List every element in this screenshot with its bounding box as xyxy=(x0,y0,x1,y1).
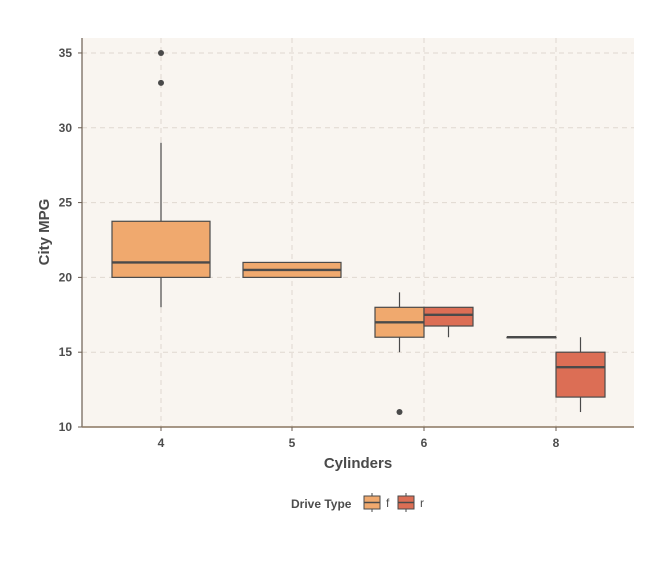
legend-title: Drive Type xyxy=(291,497,352,511)
y-tick-label-10: 10 xyxy=(59,420,73,434)
x-tick-label-5: 5 xyxy=(289,436,296,450)
box-6-f xyxy=(374,292,425,416)
x-tick-label-6: 6 xyxy=(421,436,428,450)
box-6-r xyxy=(423,306,474,338)
y-tick-label-20: 20 xyxy=(59,270,73,284)
y-tick-label-35: 35 xyxy=(59,46,73,60)
y-tick-label-25: 25 xyxy=(59,196,73,210)
outlier-point xyxy=(158,49,164,56)
legend-key-r xyxy=(397,493,415,512)
y-tick-label-30: 30 xyxy=(59,121,73,135)
legend-label-f: f xyxy=(386,496,390,510)
box-body xyxy=(423,306,474,327)
legend: Drive Type f r xyxy=(291,493,424,512)
outlier-point xyxy=(158,79,164,86)
y-tick-label-15: 15 xyxy=(59,345,73,359)
outlier-point xyxy=(396,409,403,416)
y-axis-title: City MPG xyxy=(36,199,53,266)
x-tick-label-8: 8 xyxy=(553,436,560,450)
boxes xyxy=(111,49,606,416)
box-8-f xyxy=(506,336,557,339)
axes: 10 15 20 25 30 35 4 5 6 8 xyxy=(59,38,634,450)
x-axis-title: Cylinders xyxy=(324,455,392,472)
box-4-f xyxy=(111,49,211,308)
box-body xyxy=(111,220,211,278)
box-body xyxy=(555,351,606,398)
box-8-r xyxy=(555,337,606,413)
legend-label-r: r xyxy=(420,496,424,510)
x-tick-label-4: 4 xyxy=(158,436,165,450)
box-5-f xyxy=(242,261,342,278)
legend-key-f xyxy=(363,493,381,512)
